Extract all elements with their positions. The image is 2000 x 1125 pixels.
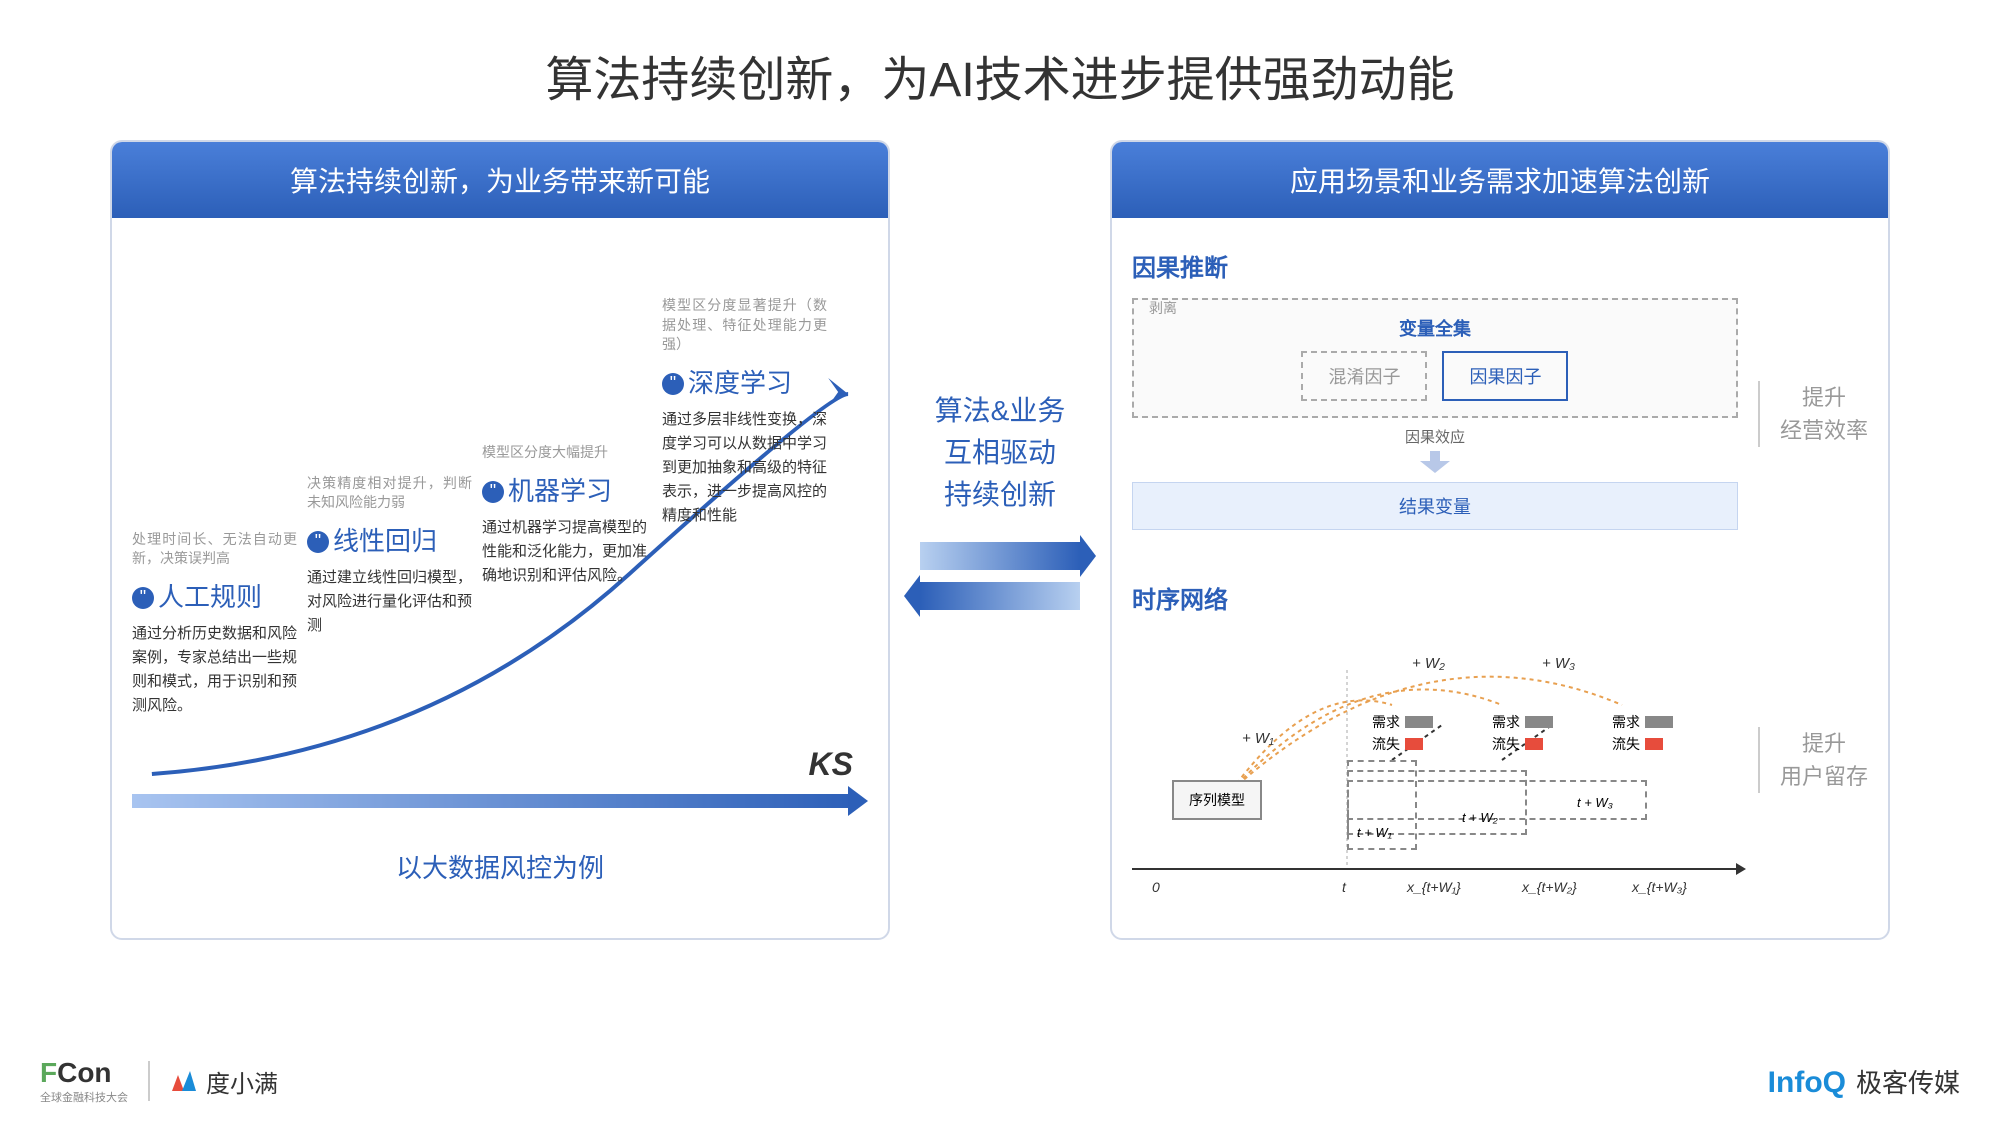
- right-panel: 应用场景和业务需求加速算法创新 因果推断 剥离 变量全集 混淆因子 因果因子 因…: [1110, 140, 1890, 940]
- arrow-left-icon: [920, 582, 1080, 610]
- right-panel-header: 应用场景和业务需求加速算法创新: [1112, 142, 1888, 218]
- legend-3: 需求 流失: [1612, 710, 1673, 756]
- legend-2: 需求 流失: [1492, 710, 1553, 756]
- seq-model-box: 序列模型: [1172, 780, 1262, 820]
- left-panel-header: 算法持续创新，为业务带来新可能: [112, 142, 888, 218]
- step-2: 决策精度相对提升，判断未知风险能力弱 线性回归 通过建立线性回归模型，对风险进行…: [307, 474, 472, 638]
- arrow-right-icon: [920, 542, 1080, 570]
- step-4: 模型区分度显著提升（数据处理、特征处理能力更强） 深度学习 通过多层非线性变换，…: [662, 296, 827, 528]
- temporal-title: 时序网络: [1132, 580, 1868, 615]
- progression-chart: 处理时间长、无法自动更新，决策误判高 人工规则 通过分析历史数据和风险案例，专家…: [132, 248, 868, 808]
- down-arrow-icon: [1132, 451, 1738, 478]
- confound-box: 混淆因子: [1301, 351, 1427, 401]
- causal-annotation: 提升 经营效率: [1758, 381, 1868, 447]
- step-3: 模型区分度大幅提升 机器学习 通过机器学习提高模型的性能和泛化能力，更加准确地识…: [482, 443, 647, 588]
- ks-label: KS: [809, 746, 853, 783]
- causal-title: 因果推断: [1132, 248, 1868, 283]
- temporal-diagram: + W₁ + W₂ + W₃ 需求 流失 需求 流失 需求 流失: [1132, 630, 1868, 890]
- bottom-label: 以大数据风控为例: [132, 848, 868, 885]
- footer: FCon 全球金融科技大会 度小满 InfoQ极客传媒: [40, 1057, 1960, 1105]
- infoq-logo: InfoQ极客传媒: [1768, 1063, 1960, 1100]
- center-block: 算法&业务 互相驱动 持续创新: [910, 140, 1090, 616]
- main-title: 算法持续创新，为AI技术进步提供强劲动能: [0, 0, 2000, 140]
- step-1: 处理时间长、无法自动更新，决策误判高 人工规则 通过分析历史数据和风险案例，专家…: [132, 530, 297, 718]
- fcon-logo: FCon 全球金融科技大会: [40, 1057, 128, 1105]
- temporal-axis: [1132, 868, 1738, 870]
- legend-1: 需求 流失: [1372, 710, 1433, 756]
- left-panel: 算法持续创新，为业务带来新可能 处理时间长、无法自动更新，决策误判高 人工规则 …: [110, 140, 890, 940]
- center-text: 算法&业务 互相驱动 持续创新: [935, 390, 1066, 516]
- temporal-annotation: 提升 用户留存: [1758, 727, 1868, 793]
- causal-diagram: 剥离 变量全集 混淆因子 因果因子 因果效应 结果变量 提升: [1132, 298, 1868, 530]
- duxiaoman-logo: 度小满: [170, 1064, 278, 1099]
- factor-box: 因果因子: [1442, 351, 1568, 401]
- x-axis: [132, 794, 858, 808]
- result-box: 结果变量: [1132, 482, 1738, 530]
- content-row: 算法持续创新，为业务带来新可能 处理时间长、无法自动更新，决策误判高 人工规则 …: [0, 140, 2000, 940]
- duxiaoman-icon: [170, 1067, 198, 1095]
